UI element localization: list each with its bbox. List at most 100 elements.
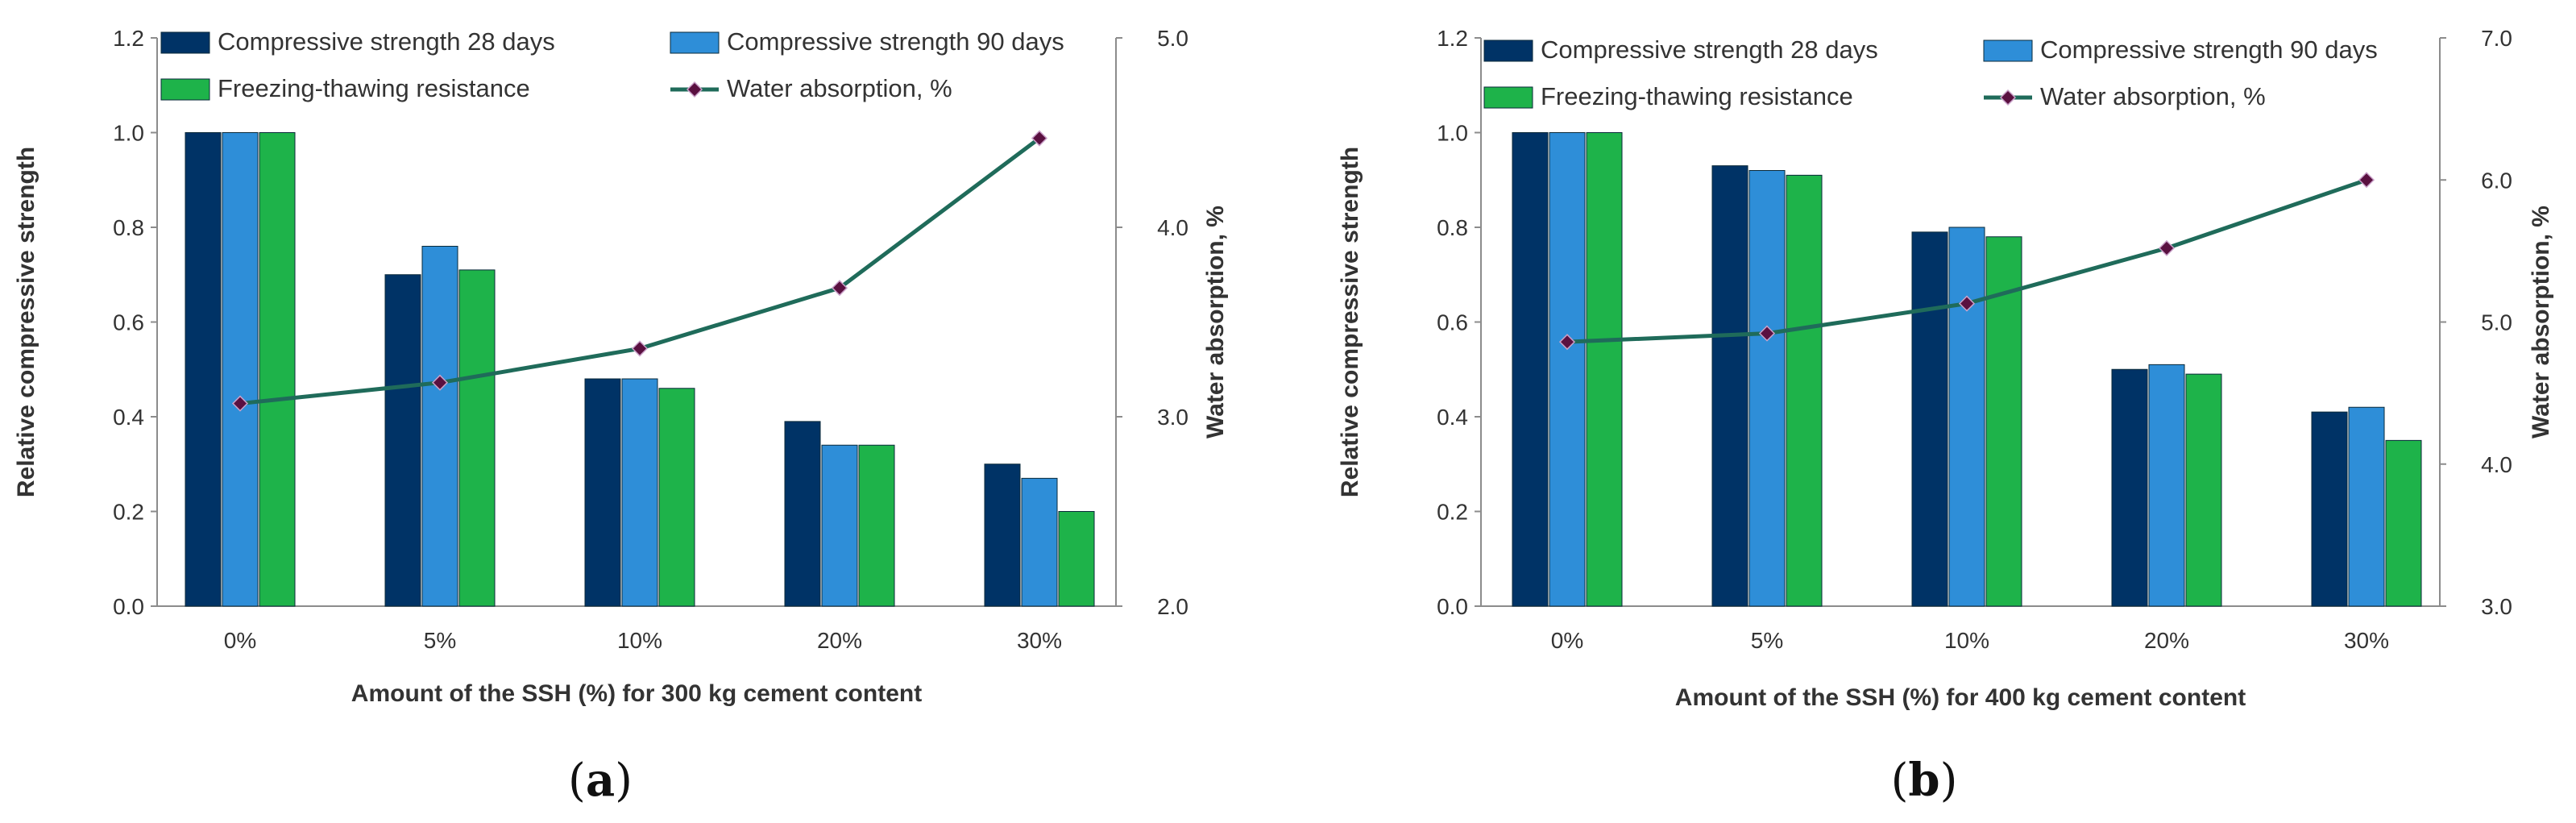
bar-ft [658,388,695,607]
bar-cs28 [185,132,222,607]
panel-label-letter: a [586,754,615,807]
water-absorption-point [2358,172,2375,189]
bar-ft [1058,511,1095,607]
y2-tick-label: 5.0 [1157,26,1188,51]
panel-label-open: ( [568,754,586,807]
x-tick-label: 0% [1551,628,1583,653]
chart-panel-a: 0.0 0.2 0.4 0.6 0.8 1.0 1.2 2.0 3.0 4.0 5.0 0% 5% 10%… [13,26,1229,807]
legend-swatch-bar-cs90 [670,31,720,54]
chart-panel-b: 0.0 0.2 0.4 0.6 0.8 1.0 1.2 3.0 4.0 5.0 6.0 7.0 0% 5%… [1337,26,2554,807]
y-tick-label: 0.4 [113,405,144,430]
bar-cs90 [2348,406,2385,607]
x-axis-title: Amount of the SSH (%) for 400 kg cement … [1675,684,2246,711]
bar-cs28 [1911,231,1948,607]
bar-cs90 [2148,364,2185,607]
y-tick-label: 0.4 [1437,405,1468,430]
x-tick-label: 0% [224,628,256,653]
y-tick-label: 0.6 [113,310,144,335]
bar-cs28 [384,274,421,607]
bar-cs90 [1021,477,1058,607]
x-tick-label: 20% [2144,628,2189,653]
x-axis-title: Amount of the SSH (%) for 300 kg cement … [351,680,922,707]
y2-tick-label: 5.0 [2481,310,2512,335]
legend-label: Compressive strength 90 days [727,27,1064,56]
legend-swatch-water-marker [1999,89,2017,106]
bar-cs90 [821,444,858,607]
bar-cs90 [1948,227,1985,607]
y-tick-label: 1.2 [113,26,144,51]
bar-ft [1786,174,1823,607]
legend-swatch-bar-ft [160,78,210,101]
y2-tick-label: 4.0 [1157,215,1188,240]
x-tick-label: 20% [817,628,862,653]
legend: Compressive strength 28 days Compressive … [160,27,1064,102]
legend-label: Compressive strength 28 days [218,27,555,56]
water-absorption-point [2158,239,2176,256]
y2-tick-label: 6.0 [2481,168,2512,193]
y-tick-label: 1.0 [1437,121,1468,146]
bar-ft [2185,373,2222,607]
legend-swatch-bar-cs28 [1483,39,1533,62]
bar-cs90 [421,246,458,607]
panel-label-close: ) [1940,754,1958,807]
bar-cs28 [2111,368,2148,607]
y2-tick-label: 3.0 [2481,594,2512,619]
y-tick-label: 0.0 [113,594,144,619]
water-absorption-point [231,395,249,412]
x-tick-label: 5% [1751,628,1783,653]
bar-ft [1586,132,1623,607]
legend-swatch-water-marker [686,81,703,98]
legend-label: Freezing-thawing resistance [218,74,530,102]
water-absorption-point [431,374,449,391]
bar-cs90 [1748,170,1786,607]
y-tick-label: 0.8 [1437,215,1468,240]
water-absorption-point [631,340,649,357]
bar-cs28 [1512,132,1549,607]
y-tick-label: 0.6 [1437,310,1468,335]
legend-swatch-bar-cs28 [160,31,210,54]
bar-ft [458,269,496,607]
legend: Compressive strength 28 days Compressive … [1483,35,2378,110]
legend-swatch-bar-ft [1483,86,1533,109]
panel-label-letter: b [1908,754,1939,807]
x-tick-label: 30% [2344,628,2389,653]
y-tick-label: 1.0 [113,121,144,146]
water-absorption-point [1758,325,1776,342]
panel-label-open: ( [1891,754,1909,807]
y-tick-label: 0.0 [1437,594,1468,619]
x-tick-label: 10% [1944,628,1989,653]
legend-swatch-bar-cs90 [1983,39,2033,62]
legend-label: Water absorption, % [2040,82,2266,110]
y2-tick-label: 2.0 [1157,594,1188,619]
bar-cs28 [1711,165,1748,607]
bar-cs28 [584,378,621,607]
water-absorption-line [239,136,1041,406]
legend-label: Compressive strength 90 days [2040,35,2378,64]
x-tick-label: 30% [1017,628,1062,653]
water-absorption-point [1958,295,1976,312]
y-tick-label: 0.2 [1437,500,1468,525]
x-tick-label: 10% [617,628,662,653]
panel-label-close: ) [615,754,633,807]
panel-label: (b) [1891,754,1958,807]
y-axis-title: Relative compressive strength [13,147,39,497]
bar-cs28 [984,463,1021,607]
y2-tick-label: 4.0 [2481,452,2512,477]
y2-axis-title: Water absorption, % [1202,206,1229,439]
y2-tick-label: 3.0 [1157,405,1188,430]
bar-cs90 [1549,132,1586,607]
bar-cs90 [621,378,658,607]
water-absorption-point [1031,130,1048,147]
bar-ft [259,132,296,607]
bar-ft [2385,439,2422,607]
y2-axis-title: Water absorption, % [2528,206,2554,439]
y-tick-label: 1.2 [1437,26,1468,51]
x-tick-label: 5% [424,628,456,653]
water-absorption-point [831,280,848,297]
bar-cs28 [784,421,821,607]
legend-label: Water absorption, % [727,74,952,102]
y-axis-title: Relative compressive strength [1337,147,1363,497]
y-tick-label: 0.8 [113,215,144,240]
bar-ft [858,444,895,607]
